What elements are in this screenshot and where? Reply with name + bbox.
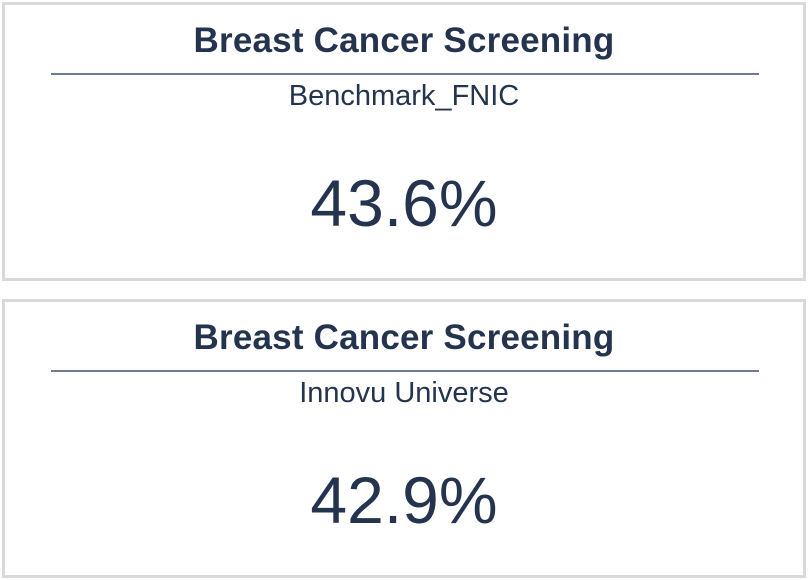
title-divider xyxy=(51,370,759,372)
metric-card-universe: Breast Cancer Screening Innovu Universe … xyxy=(2,299,806,578)
card-title: Breast Cancer Screening xyxy=(193,21,615,60)
title-divider xyxy=(51,73,759,75)
metric-card-benchmark: Breast Cancer Screening Benchmark_FNIC 4… xyxy=(2,2,806,281)
metric-value: 43.6% xyxy=(310,166,498,240)
card-title: Breast Cancer Screening xyxy=(193,318,615,357)
card-subtitle: Benchmark_FNIC xyxy=(288,80,520,112)
metric-value: 42.9% xyxy=(310,463,498,537)
card-subtitle: Innovu Universe xyxy=(299,377,509,409)
